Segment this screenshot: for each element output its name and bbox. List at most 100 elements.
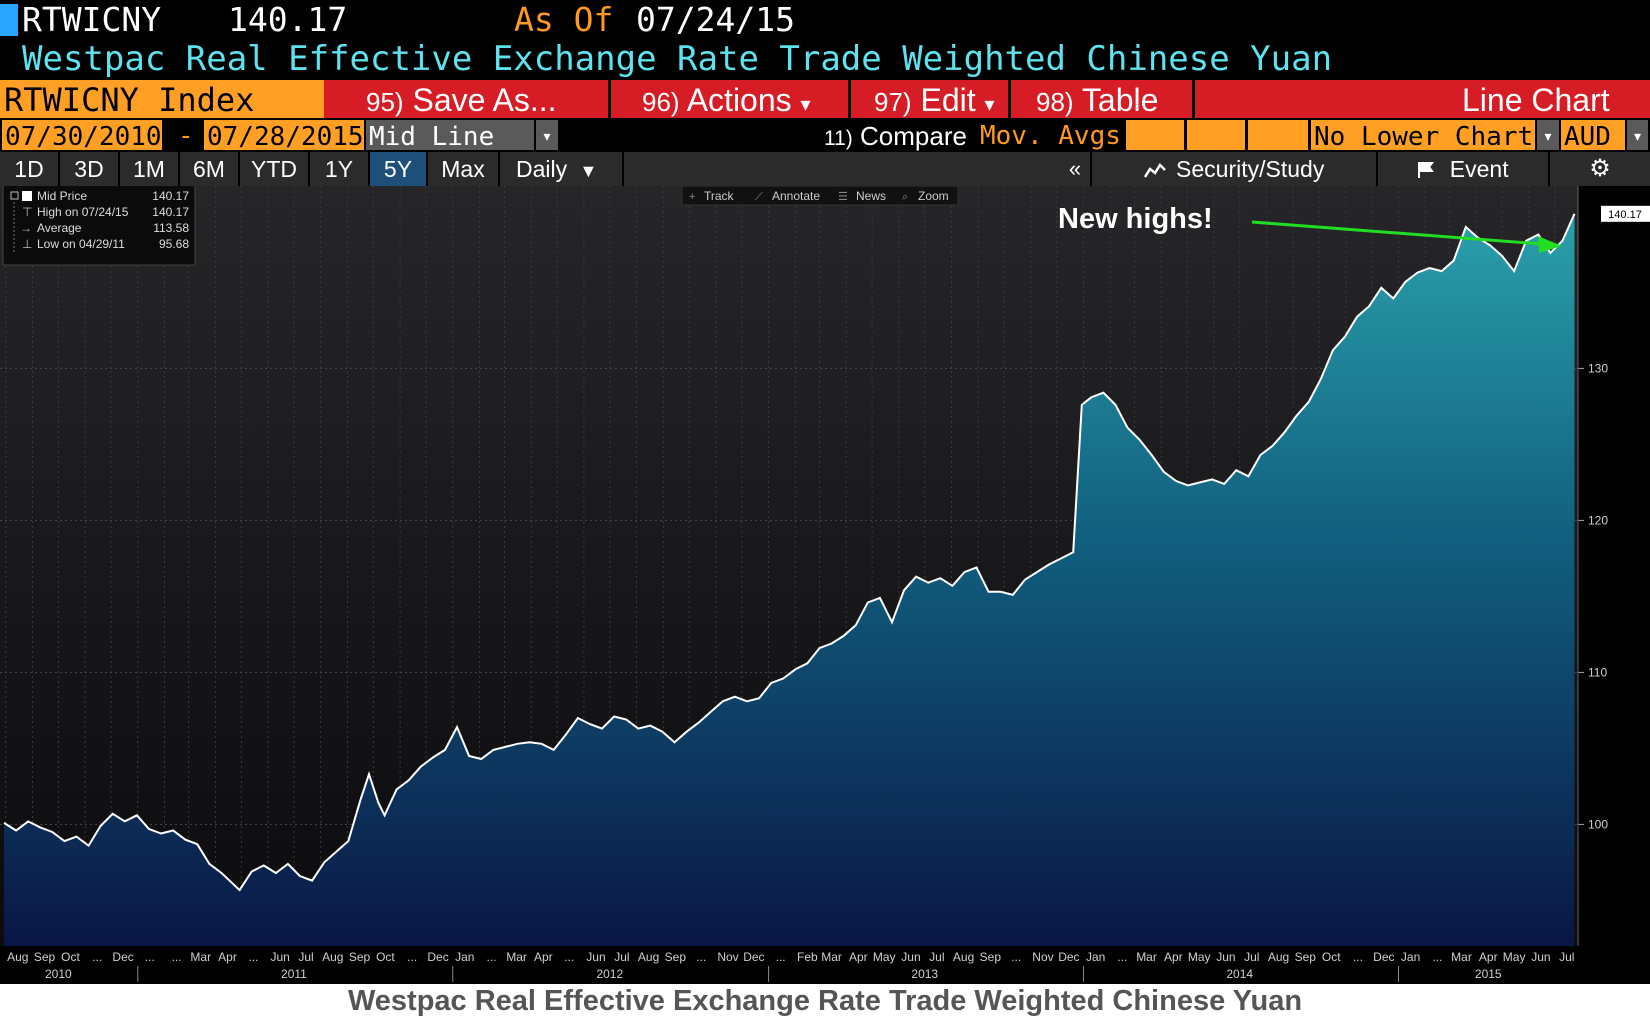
as-of-label: As Of <box>514 0 614 39</box>
save-as-number: 95) <box>366 87 404 117</box>
x-month-label: Jun <box>586 950 605 964</box>
mov-avg-slot[interactable] <box>1126 120 1184 150</box>
period-1y[interactable]: 1Y <box>310 152 370 186</box>
as-of-date: 07/24/15 <box>636 0 795 39</box>
end-date-field[interactable]: 07/28/2015 <box>204 120 364 152</box>
x-month-label: Jul <box>298 950 313 964</box>
period-1d[interactable]: 1D <box>0 152 60 186</box>
x-month-label: Sep <box>34 950 56 964</box>
event-button[interactable]: Event <box>1378 152 1550 186</box>
x-month-label: Jun <box>1216 950 1235 964</box>
x-month-label: Mar <box>1136 950 1157 964</box>
x-month-label: Sep <box>1295 950 1317 964</box>
x-month-label: Feb <box>797 950 818 964</box>
mov-avgs-label[interactable]: Mov. Avgs <box>980 121 1121 151</box>
line-type-dropdown-icon[interactable]: ▾ <box>536 120 558 150</box>
new-highs-annotation[interactable]: New highs! <box>1058 203 1562 253</box>
frequency-dropdown-icon: ▼ <box>579 161 598 181</box>
security-study-button[interactable]: Security/Study <box>1092 152 1378 186</box>
chart-caption: Westpac Real Effective Exchange Rate Tra… <box>347 985 1303 1017</box>
period-3d[interactable]: 3D <box>60 152 120 186</box>
legend-value: 140.17 <box>152 189 189 203</box>
x-month-label: Jul <box>1244 950 1259 964</box>
mov-avg-slot[interactable] <box>1187 120 1245 150</box>
x-month-label: Jan <box>455 950 474 964</box>
x-month-label: May <box>1188 950 1211 964</box>
actions-label: Actions <box>686 82 792 118</box>
lower-chart-dropdown-icon[interactable]: ▾ <box>1537 120 1559 150</box>
save-as-button[interactable]: 95) Save As... <box>366 80 557 118</box>
x-month-label: ... <box>407 950 417 964</box>
x-year-label: 2012 <box>596 967 623 981</box>
y-axis: 100 110 120 130 <box>1577 186 1608 946</box>
x-axis-background <box>0 946 1650 984</box>
edit-dropdown-icon: ▾ <box>984 94 995 116</box>
legend-value: 95.68 <box>159 237 189 251</box>
track-button[interactable]: Track <box>704 189 735 203</box>
ticker-symbol: RTWICNY <box>22 0 162 39</box>
period-1m[interactable]: 1M <box>120 152 180 186</box>
mov-avg-slot[interactable] <box>1248 120 1308 150</box>
annotate-button[interactable]: Annotate <box>772 189 820 203</box>
collapse-icon[interactable]: « <box>1060 152 1092 186</box>
x-month-label: Jun <box>270 950 289 964</box>
price-chart[interactable]: 100 110 120 130 Aug Sep Oct... Dec...... Mar Apr… <box>0 186 1650 984</box>
legend-label: High on 07/24/15 <box>37 205 129 219</box>
period-max[interactable]: Max <box>428 152 500 186</box>
x-month-label: Apr <box>534 950 553 964</box>
menu-divider <box>608 80 611 118</box>
x-month-label: ... <box>696 950 706 964</box>
price-line[interactable] <box>3 213 1576 892</box>
period-5y[interactable]: 5Y <box>370 152 428 186</box>
news-button[interactable]: News <box>856 189 886 203</box>
line-type-select[interactable]: Mid Line <box>366 120 534 152</box>
frequency-select[interactable]: Daily ▼ <box>500 152 624 186</box>
track-icon: + <box>689 191 695 203</box>
x-year-label: 2013 <box>911 967 938 981</box>
edit-menu[interactable]: 97) Edit ▾ <box>874 80 995 118</box>
annotation-arrow-head <box>1538 236 1562 253</box>
zoom-button[interactable]: Zoom <box>918 189 949 203</box>
chart-legend: Mid Price 140.17 ⊤ High on 07/24/15 140.… <box>2 186 196 266</box>
x-month-label: Mar <box>506 950 527 964</box>
period-6m[interactable]: 6M <box>180 152 240 186</box>
compare-button[interactable]: 11) Compare <box>824 118 967 157</box>
lower-chart-select[interactable]: No Lower Chart <box>1311 120 1535 152</box>
legend-value: 113.58 <box>153 221 189 235</box>
x-month-label: Jul <box>1559 950 1574 964</box>
period-ytd[interactable]: YTD <box>240 152 310 186</box>
x-month-label: Nov <box>1032 950 1053 964</box>
x-month-label: Aug <box>7 950 28 964</box>
x-month-label: Jan <box>1401 950 1420 964</box>
x-month-label: Apr <box>218 950 237 964</box>
table-button[interactable]: 98) Table <box>1036 80 1158 118</box>
x-month-label: May <box>873 950 896 964</box>
actions-menu[interactable]: 96) Actions ▾ <box>642 80 811 118</box>
high-marker-icon: ⊤ <box>22 205 32 219</box>
x-month-label: Sep <box>349 950 371 964</box>
low-marker-icon: ⊥ <box>22 237 32 251</box>
chart-type-label[interactable]: Line Chart <box>1462 82 1610 118</box>
x-month-label: ... <box>564 950 574 964</box>
compare-number: 11) <box>824 127 853 150</box>
x-month-label: ... <box>172 950 182 964</box>
start-date-field[interactable]: 07/30/2010 <box>2 120 162 152</box>
legend-label: Low on 04/29/11 <box>37 237 125 251</box>
security-long-name: Westpac Real Effective Exchange Rate Tra… <box>22 39 1333 79</box>
x-month-label: Dec <box>1373 950 1394 964</box>
currency-select[interactable]: AUD <box>1561 120 1625 152</box>
x-month-label: ... <box>776 950 786 964</box>
x-year-label: 2011 <box>281 967 307 981</box>
currency-dropdown-icon[interactable]: ▾ <box>1627 120 1648 150</box>
x-month-label: Jul <box>929 950 944 964</box>
edit-label: Edit <box>920 82 976 118</box>
x-month-label: Aug <box>638 950 659 964</box>
x-year-label: 2010 <box>45 967 72 981</box>
x-year-label: 2015 <box>1475 967 1502 981</box>
table-label: Table <box>1081 82 1159 118</box>
security-header: RTWICNY 140.17 As Of 07/24/15 Westpac Re… <box>0 0 1650 80</box>
index-field[interactable]: RTWICNY Index <box>0 80 324 119</box>
gear-icon[interactable]: ⚙ <box>1589 155 1611 182</box>
legend-collapse-icon[interactable] <box>10 191 19 200</box>
x-month-label: Dec <box>1058 950 1079 964</box>
